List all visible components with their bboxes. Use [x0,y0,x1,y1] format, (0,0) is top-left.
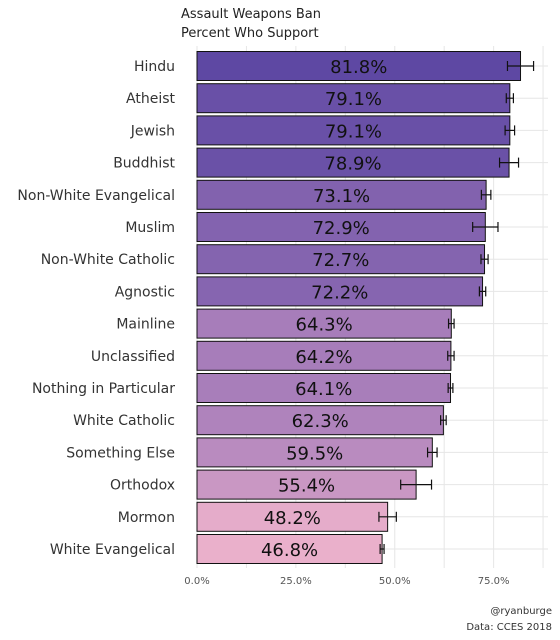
bar [196,51,522,81]
error-bar [378,511,397,522]
error-bar [504,125,516,136]
error-bar [440,415,447,426]
error-bar [447,350,455,361]
category-label: Nothing in Particular [32,381,175,397]
category-label: Agnostic [115,284,175,300]
chart-title: Assault Weapons Ban [181,7,321,22]
chart-subtitle: Percent Who Support [181,26,319,41]
bar [196,179,487,210]
bar [196,437,433,468]
value-label: 64.2% [295,347,352,368]
bar [196,244,486,275]
value-label: 72.9% [313,218,370,239]
error-bar [478,286,487,297]
bars: Hindu 81.8% Atheist 79.1% Jewish 79.1% Buddhis… [17,51,535,564]
category-label: Non-White Catholic [41,252,175,268]
error-bar [447,383,454,393]
bar [196,501,389,532]
category-label: Hindu [134,59,175,75]
value-label: 59.5% [286,443,343,464]
value-label: 81.8% [330,57,387,78]
value-label: 62.3% [292,411,349,432]
value-label: 72.2% [311,282,368,303]
value-label: 64.3% [296,315,353,336]
caption-author: @ryanburge [490,606,552,617]
caption-source: Data: CCES 2018 [466,622,552,633]
error-bar [447,318,455,329]
bar [196,276,484,307]
error-bar [480,189,492,200]
bar [196,405,444,436]
category-label: Unclassified [91,349,175,365]
error-bar [400,479,433,490]
bar [196,373,452,403]
x-axis: 0.0% 25.0% 50.0% 75.0% [184,576,509,587]
category-label: Mormon [118,510,175,526]
x-tick-label: 75.0% [478,576,510,587]
bar [196,534,383,564]
error-bar [480,254,489,265]
value-label: 55.4% [278,476,335,497]
error-bar [505,93,515,104]
bar [196,308,452,339]
value-label: 79.1% [325,121,382,142]
category-label: White Catholic [73,413,175,429]
value-label: 78.9% [324,154,381,175]
category-label: White Evangelical [50,542,175,558]
category-label: Orthodox [110,478,175,494]
bar [196,469,417,500]
error-bar [472,222,499,232]
value-label: 64.1% [295,379,352,400]
value-label: 46.8% [261,540,318,561]
value-label: 72.7% [312,250,369,271]
value-label: 79.1% [325,89,382,110]
category-label: Non-White Evangelical [17,188,175,204]
category-label: Something Else [66,445,175,461]
error-bar [506,61,535,71]
error-bar [498,157,520,168]
category-label: Mainline [116,317,175,333]
category-label: Buddhist [113,156,175,172]
error-bar [379,544,385,554]
value-label: 48.2% [264,508,321,529]
x-tick-label: 0.0% [184,576,209,587]
category-label: Jewish [130,123,175,139]
value-label: 73.1% [313,186,370,207]
category-label: Muslim [125,220,175,236]
error-bar [426,447,438,458]
x-tick-label: 25.0% [280,576,312,587]
x-tick-label: 50.0% [379,576,411,587]
category-label: Atheist [126,91,175,107]
bar [196,115,511,146]
